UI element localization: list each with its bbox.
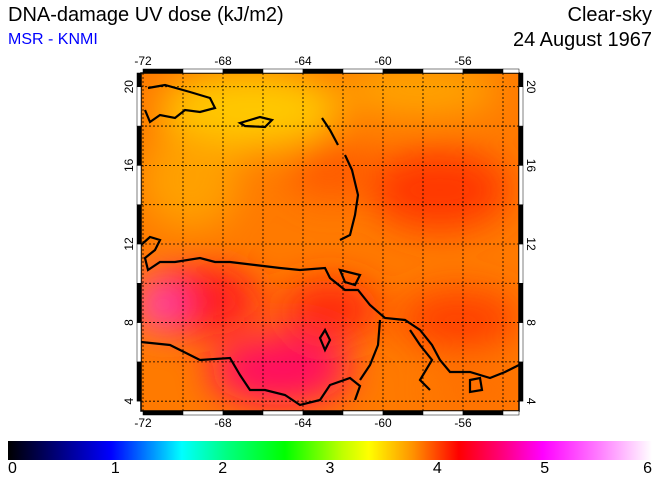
lat-tick-label: 16 xyxy=(122,158,136,172)
colorbar-label: 0 xyxy=(8,460,17,477)
lat-tick-label: 12 xyxy=(524,237,538,251)
frame-segment xyxy=(518,243,524,284)
frame-segment xyxy=(136,165,142,205)
frame-segment xyxy=(136,322,142,363)
lon-tick-label: -64 xyxy=(294,416,312,430)
frame-segment xyxy=(136,361,142,402)
lat-tick-label: 12 xyxy=(122,237,136,251)
frame-segment xyxy=(136,125,142,166)
frame-segment xyxy=(182,68,224,74)
frame-segment xyxy=(502,68,520,74)
frame-segment xyxy=(382,410,424,416)
lon-tick-label: -64 xyxy=(294,54,312,68)
frame-segment xyxy=(136,86,142,127)
frame-segment xyxy=(136,243,142,284)
frame-segment xyxy=(502,410,520,416)
graticule xyxy=(141,73,519,411)
frame-segment xyxy=(142,410,184,416)
map-figure: -72 -72 -68 -68 -64 -64 -60 -60 -56 -56 20 20 16 16 12… xyxy=(122,54,538,430)
frame-segment xyxy=(182,410,224,416)
frame-segment xyxy=(342,410,384,416)
colorbar-label: 5 xyxy=(540,460,550,477)
colorbar-label: 3 xyxy=(325,460,335,477)
lat-tick-label: 4 xyxy=(122,398,136,405)
frame-segment xyxy=(262,410,304,416)
colorbar-label: 2 xyxy=(218,460,228,477)
frame-segment xyxy=(136,204,142,245)
colorbar-label: 4 xyxy=(432,460,442,477)
lat-tick-label: 4 xyxy=(524,398,538,405)
map-title: DNA-damage UV dose (kJ/m2) xyxy=(8,4,284,26)
lon-tick-label: -56 xyxy=(454,54,472,68)
colorbar-label: 6 xyxy=(643,460,652,477)
frame-segment xyxy=(142,68,184,74)
frame-segment xyxy=(222,410,264,416)
colorbar xyxy=(8,441,652,460)
lon-tick-label: -56 xyxy=(454,416,472,430)
frame-segment xyxy=(518,361,524,402)
frame-segment xyxy=(342,68,384,74)
frame-segment xyxy=(222,68,264,74)
frame-segment xyxy=(518,86,524,127)
uv-field xyxy=(141,73,519,411)
frame-segment xyxy=(422,410,464,416)
frame-segment xyxy=(262,68,304,74)
lon-tick-label: -68 xyxy=(214,416,232,430)
sky-condition: Clear-sky xyxy=(567,4,652,26)
lat-tick-label: 8 xyxy=(122,319,136,326)
map-date: 24 August 1967 xyxy=(512,29,652,51)
frame-segment xyxy=(518,322,524,363)
colorbar-label: 1 xyxy=(110,460,120,477)
frame-segment xyxy=(462,68,504,74)
frame-segment xyxy=(518,72,524,88)
frame-segment xyxy=(302,410,344,416)
lon-tick-label: -72 xyxy=(134,54,152,68)
lon-tick-label: -72 xyxy=(134,416,152,430)
frame-segment xyxy=(518,204,524,245)
frame-segment xyxy=(136,283,142,323)
lon-tick-label: -60 xyxy=(374,416,392,430)
frame-segment xyxy=(422,68,464,74)
lon-tick-label: -68 xyxy=(214,54,232,68)
frame-segment xyxy=(518,283,524,323)
map-frame-ticks xyxy=(136,68,524,416)
lat-tick-label: 8 xyxy=(524,319,538,326)
lat-tick-label: 20 xyxy=(122,80,136,94)
lat-tick-label: 16 xyxy=(524,159,538,173)
frame-segment xyxy=(136,72,142,88)
data-source: MSR - KNMI xyxy=(8,31,98,48)
frame-segment xyxy=(518,165,524,205)
frame-segment xyxy=(462,410,504,416)
frame-segment xyxy=(382,68,424,74)
frame-segment xyxy=(302,68,344,74)
coastlines xyxy=(141,83,519,407)
lat-tick-label: 20 xyxy=(524,80,538,94)
frame-segment xyxy=(518,125,524,166)
lon-tick-label: -60 xyxy=(374,54,392,68)
